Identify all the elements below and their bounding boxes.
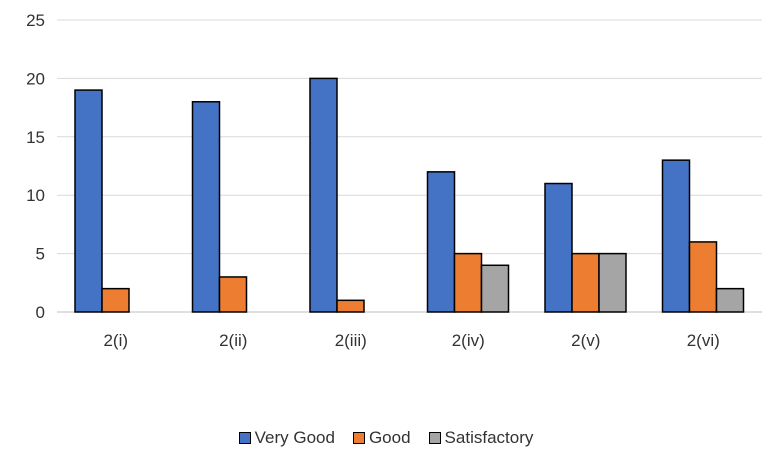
bar-very-good bbox=[544, 182, 573, 313]
x-tick-label: 2(ii) bbox=[219, 331, 247, 350]
x-axis-ticks: 2(i) 2(ii) 2(iii) 2(iv) 2(v) 2(vi) bbox=[103, 331, 719, 350]
bar-good bbox=[688, 241, 718, 313]
legend-label-good: Good bbox=[368, 428, 411, 447]
y-tick-label: 25 bbox=[26, 11, 45, 30]
gridlines bbox=[57, 19, 762, 313]
legend-swatch-good bbox=[352, 432, 365, 444]
legend-item-very-good: Very Good bbox=[238, 428, 335, 448]
bar-good bbox=[453, 252, 483, 313]
bar-satisfactory bbox=[598, 252, 627, 313]
y-tick-label: 20 bbox=[26, 69, 45, 88]
legend-label-satisfactory: Satisfactory bbox=[444, 428, 534, 447]
bar-very-good bbox=[426, 171, 456, 313]
x-tick-label: 2(iv) bbox=[452, 331, 485, 350]
legend-swatch-very-good bbox=[238, 432, 251, 444]
x-tick-label: 2(i) bbox=[103, 331, 128, 350]
legend-swatch-satisfactory bbox=[428, 432, 441, 444]
x-tick-label: 2(v) bbox=[571, 331, 600, 350]
legend-label-very-good: Very Good bbox=[254, 428, 335, 447]
bar-satisfactory bbox=[480, 264, 510, 313]
y-tick-label: 5 bbox=[36, 245, 45, 264]
x-tick-label: 2(vi) bbox=[687, 331, 720, 350]
bar-chart: 0 5 10 15 20 25 2(i) 2(ii) 2(iii) 2(iv) 2(v) 2(vi) bbox=[26, 11, 762, 350]
bar-very-good bbox=[309, 77, 338, 313]
legend-item-good: Good bbox=[352, 428, 411, 448]
bar-very-good bbox=[74, 89, 103, 313]
legend-item-satisfactory: Satisfactory bbox=[428, 428, 534, 448]
bar-very-good bbox=[661, 159, 691, 313]
bar-good bbox=[571, 252, 600, 313]
x-tick-label: 2(iii) bbox=[335, 331, 367, 350]
bar-good bbox=[218, 276, 248, 313]
bar-satisfactory bbox=[715, 287, 745, 313]
y-tick-label: 15 bbox=[26, 128, 45, 147]
y-tick-label: 10 bbox=[26, 186, 45, 205]
bar-good bbox=[101, 287, 130, 313]
y-tick-label: 0 bbox=[36, 303, 45, 322]
legend: Very Good Good Satisfactory bbox=[0, 428, 772, 448]
bar-good bbox=[336, 299, 365, 313]
y-axis-ticks: 0 5 10 15 20 25 bbox=[26, 11, 45, 322]
bars bbox=[74, 77, 745, 313]
bar-very-good bbox=[191, 101, 221, 313]
